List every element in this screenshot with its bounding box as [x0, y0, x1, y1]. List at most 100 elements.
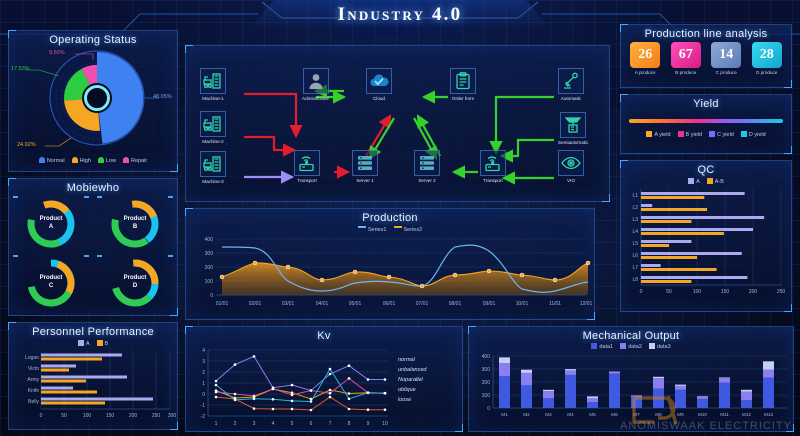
svg-text:50: 50	[61, 413, 67, 419]
flow-node-administrator[interactable]: Administrator	[302, 68, 329, 101]
svg-text:Belly: Belly	[28, 399, 39, 405]
product-ring-b[interactable]: Product B	[93, 194, 177, 253]
qc-panel: QC A A-B L1 L2 L3 L4 L5 L6 L7 L8	[620, 160, 792, 312]
flow-node-transport-right[interactable]: Transport	[480, 150, 506, 183]
legend-kv-normal: normal	[398, 357, 415, 363]
svg-text:05/01: 05/01	[349, 301, 362, 307]
svg-text:02/01: 02/01	[249, 301, 262, 307]
flow-node-vio[interactable]: VIO	[558, 150, 584, 183]
process-flow-panel: Machine-1 Machine-2 Machine-3 Administra…	[185, 45, 610, 202]
legend-a-yield: A yield	[646, 131, 671, 138]
svg-text:06/01: 06/01	[383, 301, 396, 307]
flow-node-machine-2[interactable]: Machine-2	[200, 111, 226, 144]
svg-text:Logan: Logan	[25, 355, 39, 361]
personnel-performance-title: Personnel Performance	[9, 323, 177, 338]
production-line-kpis: 26 A produce 67 B produce 14 C produce 2…	[621, 40, 791, 75]
product-ring-c[interactable]: Product C	[9, 253, 93, 312]
svg-text:300: 300	[168, 413, 177, 419]
svg-text:M1: M1	[501, 412, 508, 417]
legend-kv-unbalanced: unbalanced	[398, 367, 427, 373]
legend-series2: Series2	[393, 226, 422, 233]
legend-kv-noparallel: Noparallel	[398, 377, 423, 383]
svg-text:1: 1	[202, 381, 205, 387]
svg-text:100: 100	[482, 393, 491, 399]
kpi-b-produce[interactable]: 67 B produce	[670, 42, 701, 75]
flow-node-server-1[interactable]: Server 1	[352, 150, 378, 183]
page-title: Industry 4.0	[0, 0, 800, 30]
svg-text:M2: M2	[523, 412, 530, 417]
svg-text:300: 300	[482, 367, 491, 373]
svg-text:0: 0	[640, 289, 643, 295]
svg-text:L1: L1	[632, 193, 638, 199]
legend-low: Low	[97, 157, 116, 164]
yield-panel: Yield A yield B yield C yield D yield	[620, 94, 792, 154]
svg-text:100: 100	[83, 413, 92, 419]
personnel-performance-panel: Personnel Performance A B Logan Victo Arm…	[8, 322, 178, 430]
personnel-legend: A B	[9, 340, 177, 347]
svg-text:8: 8	[348, 421, 351, 427]
svg-text:200: 200	[205, 265, 214, 271]
legend-b-yield: B yield	[677, 131, 702, 138]
flow-node-transport-left[interactable]: Transport	[294, 150, 320, 183]
flow-node-machine-3[interactable]: Machine-3	[200, 151, 226, 184]
svg-text:M12: M12	[742, 412, 751, 417]
legend-high: High	[71, 157, 91, 164]
svg-text:10: 10	[382, 421, 388, 427]
qc-chart: L1 L2 L3 L4 L5 L6 L7 L8 0 50 100 150 200 250	[632, 189, 786, 295]
kpi-a-produce[interactable]: 26 A produce	[630, 42, 661, 75]
qc-legend: A A-B	[621, 178, 791, 185]
yield-title: Yield	[621, 95, 791, 110]
svg-text:0: 0	[210, 293, 213, 299]
mechanical-output-title: Mechanical Output	[469, 327, 793, 342]
operating-status-title: Operating Status	[9, 31, 177, 46]
svg-text:L8: L8	[632, 277, 638, 283]
svg-text:50: 50	[666, 289, 672, 295]
yield-legend: A yield B yield C yield D yield	[621, 131, 791, 138]
kv-title: Kv	[186, 327, 462, 342]
svg-text:11/01: 11/01	[549, 301, 561, 307]
svg-text:L7: L7	[632, 265, 638, 271]
production-legend: Series1 Series2	[186, 226, 594, 233]
pct-normal: 48.05%	[153, 94, 172, 100]
legend-c-yield: C yield	[709, 131, 734, 138]
production-line-analysis-panel: Production line analysis 26 A produce 67…	[620, 24, 792, 88]
legend-d-yield: D yield	[740, 131, 766, 138]
flow-node-server-2[interactable]: Server 2	[414, 150, 440, 183]
flow-node-order-form[interactable]: Order form	[450, 68, 476, 101]
svg-text:200: 200	[482, 380, 491, 386]
svg-text:M13: M13	[764, 412, 773, 417]
svg-text:M10: M10	[698, 412, 707, 417]
qc-title: QC	[621, 161, 791, 176]
flow-node-cloud[interactable]: Cloud	[366, 68, 392, 101]
svg-text:4: 4	[202, 348, 205, 354]
kpi-c-produce[interactable]: 14 C produce	[711, 42, 742, 75]
flow-node-machine-1[interactable]: Machine-1	[200, 68, 226, 101]
legend-series1: Series1	[357, 226, 387, 233]
svg-text:3: 3	[202, 359, 205, 365]
svg-text:250: 250	[777, 289, 786, 295]
svg-text:07/01: 07/01	[416, 301, 429, 307]
product-b-label: Product B	[123, 216, 147, 230]
pct-low: 17.53%	[11, 66, 30, 72]
production-panel: Production Series1 Series2 400 300 200 100…	[185, 208, 595, 320]
mechanical-legend: data1 data2 data3	[469, 343, 793, 350]
flow-node-automatic[interactable]: Automatic	[558, 68, 584, 101]
svg-text:150: 150	[721, 289, 730, 295]
svg-text:2: 2	[234, 421, 237, 427]
production-title: Production	[186, 209, 594, 224]
svg-text:L2: L2	[632, 205, 638, 211]
svg-text:M8: M8	[655, 412, 662, 417]
svg-text:M11: M11	[720, 412, 729, 417]
legend-data2: data2	[620, 343, 642, 350]
flow-node-semiautomatic[interactable]: Semiautomatic	[558, 112, 588, 145]
product-ring-d[interactable]: Product D	[93, 253, 177, 312]
kpi-d-produce[interactable]: 28 D produce	[751, 42, 782, 75]
product-ring-a[interactable]: Product A	[9, 194, 93, 253]
production-chart: 400 300 200 100 0 01/01 02/01 03/01 04/01 05/0…	[205, 237, 593, 307]
svg-text:L3: L3	[632, 217, 638, 223]
product-d-label: Product D	[123, 275, 147, 289]
pct-high: 24.92%	[17, 142, 36, 148]
legend-data1: data1	[591, 343, 613, 350]
